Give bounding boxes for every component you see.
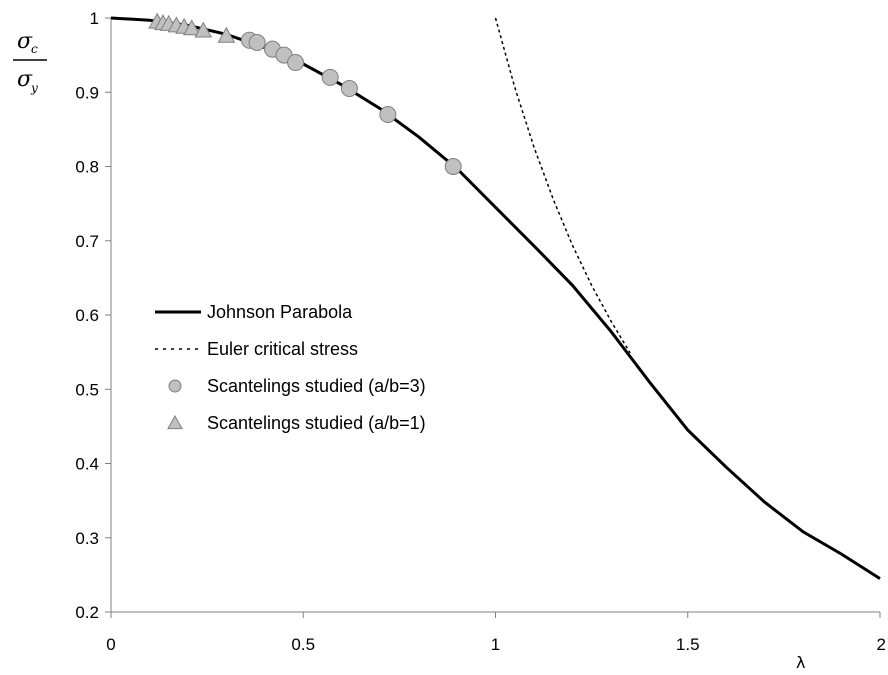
scatter-point-a-b-1 (217, 26, 236, 43)
y-label-numerator: σ (17, 29, 33, 54)
legend-item: Euler critical stress (155, 339, 358, 359)
scatter-point-a-b-1 (194, 21, 213, 38)
legend-swatch (168, 379, 182, 393)
scatter-point-a-b-1 (182, 19, 201, 36)
x-tick-label: 0 (106, 635, 115, 654)
scatter-point-a-b-3 (379, 106, 397, 124)
legend-label: Scantelings studied (a/b=1) (207, 413, 426, 433)
scatter-point-a-b-3 (287, 54, 305, 72)
x-axis-ticks: 0 0.5 1 1.5 2 (106, 612, 886, 654)
scatter-point-a-b-3 (444, 158, 462, 175)
y-label-denominator: σ (17, 67, 33, 92)
y-tick-label: 0.5 (75, 380, 99, 399)
scatter-point-a-b-3 (340, 80, 358, 98)
legend-label: Johnson Parabola (207, 302, 353, 322)
x-tick-label: 2 (877, 635, 886, 654)
y-tick-label: 0.6 (75, 306, 99, 325)
plot-area: 0.2 0.3 0.4 0.5 0.6 0.7 0.8 0.9 1 0 0.5 1 1.5 2 (75, 9, 886, 654)
legend-item: Johnson Parabola (155, 302, 353, 322)
y-tick-label: 0.9 (75, 83, 99, 102)
legend-label: Scantelings studied (a/b=3) (207, 376, 426, 396)
y-tick-label: 1 (90, 9, 99, 28)
scatter-point-a-b-3 (321, 68, 339, 86)
johnson-parabola-line (110, 16, 881, 580)
y-tick-label: 0.8 (75, 158, 99, 177)
euler-critical-stress-line (494, 17, 631, 354)
x-axis-label: λ (796, 653, 805, 672)
legend-swatch (167, 414, 183, 430)
y-tick-label: 0.3 (75, 529, 99, 548)
legend-label: Euler critical stress (207, 339, 358, 359)
legend-item: Scantelings studied (a/b=3) (168, 376, 426, 396)
y-label-denominator-sub: y (30, 81, 38, 95)
y-axis-ticks: 0.2 0.3 0.4 0.5 0.6 0.7 0.8 0.9 1 (75, 9, 111, 622)
y-axis-label: σ c σ y (13, 29, 47, 95)
x-tick-label: 1 (491, 635, 500, 654)
x-tick-label: 1.5 (676, 635, 700, 654)
y-label-numerator-sub: c (31, 42, 38, 56)
x-tick-label: 0.5 (291, 635, 315, 654)
y-tick-label: 0.7 (75, 232, 99, 251)
y-tick-label: 0.2 (75, 603, 99, 622)
legend: Johnson Parabola Euler critical stress Sca… (155, 302, 426, 433)
series-layer (110, 12, 881, 580)
y-tick-label: 0.4 (75, 455, 99, 474)
legend-item: Scantelings studied (a/b=1) (167, 413, 426, 433)
scatter-point-a-b-3 (248, 34, 266, 52)
